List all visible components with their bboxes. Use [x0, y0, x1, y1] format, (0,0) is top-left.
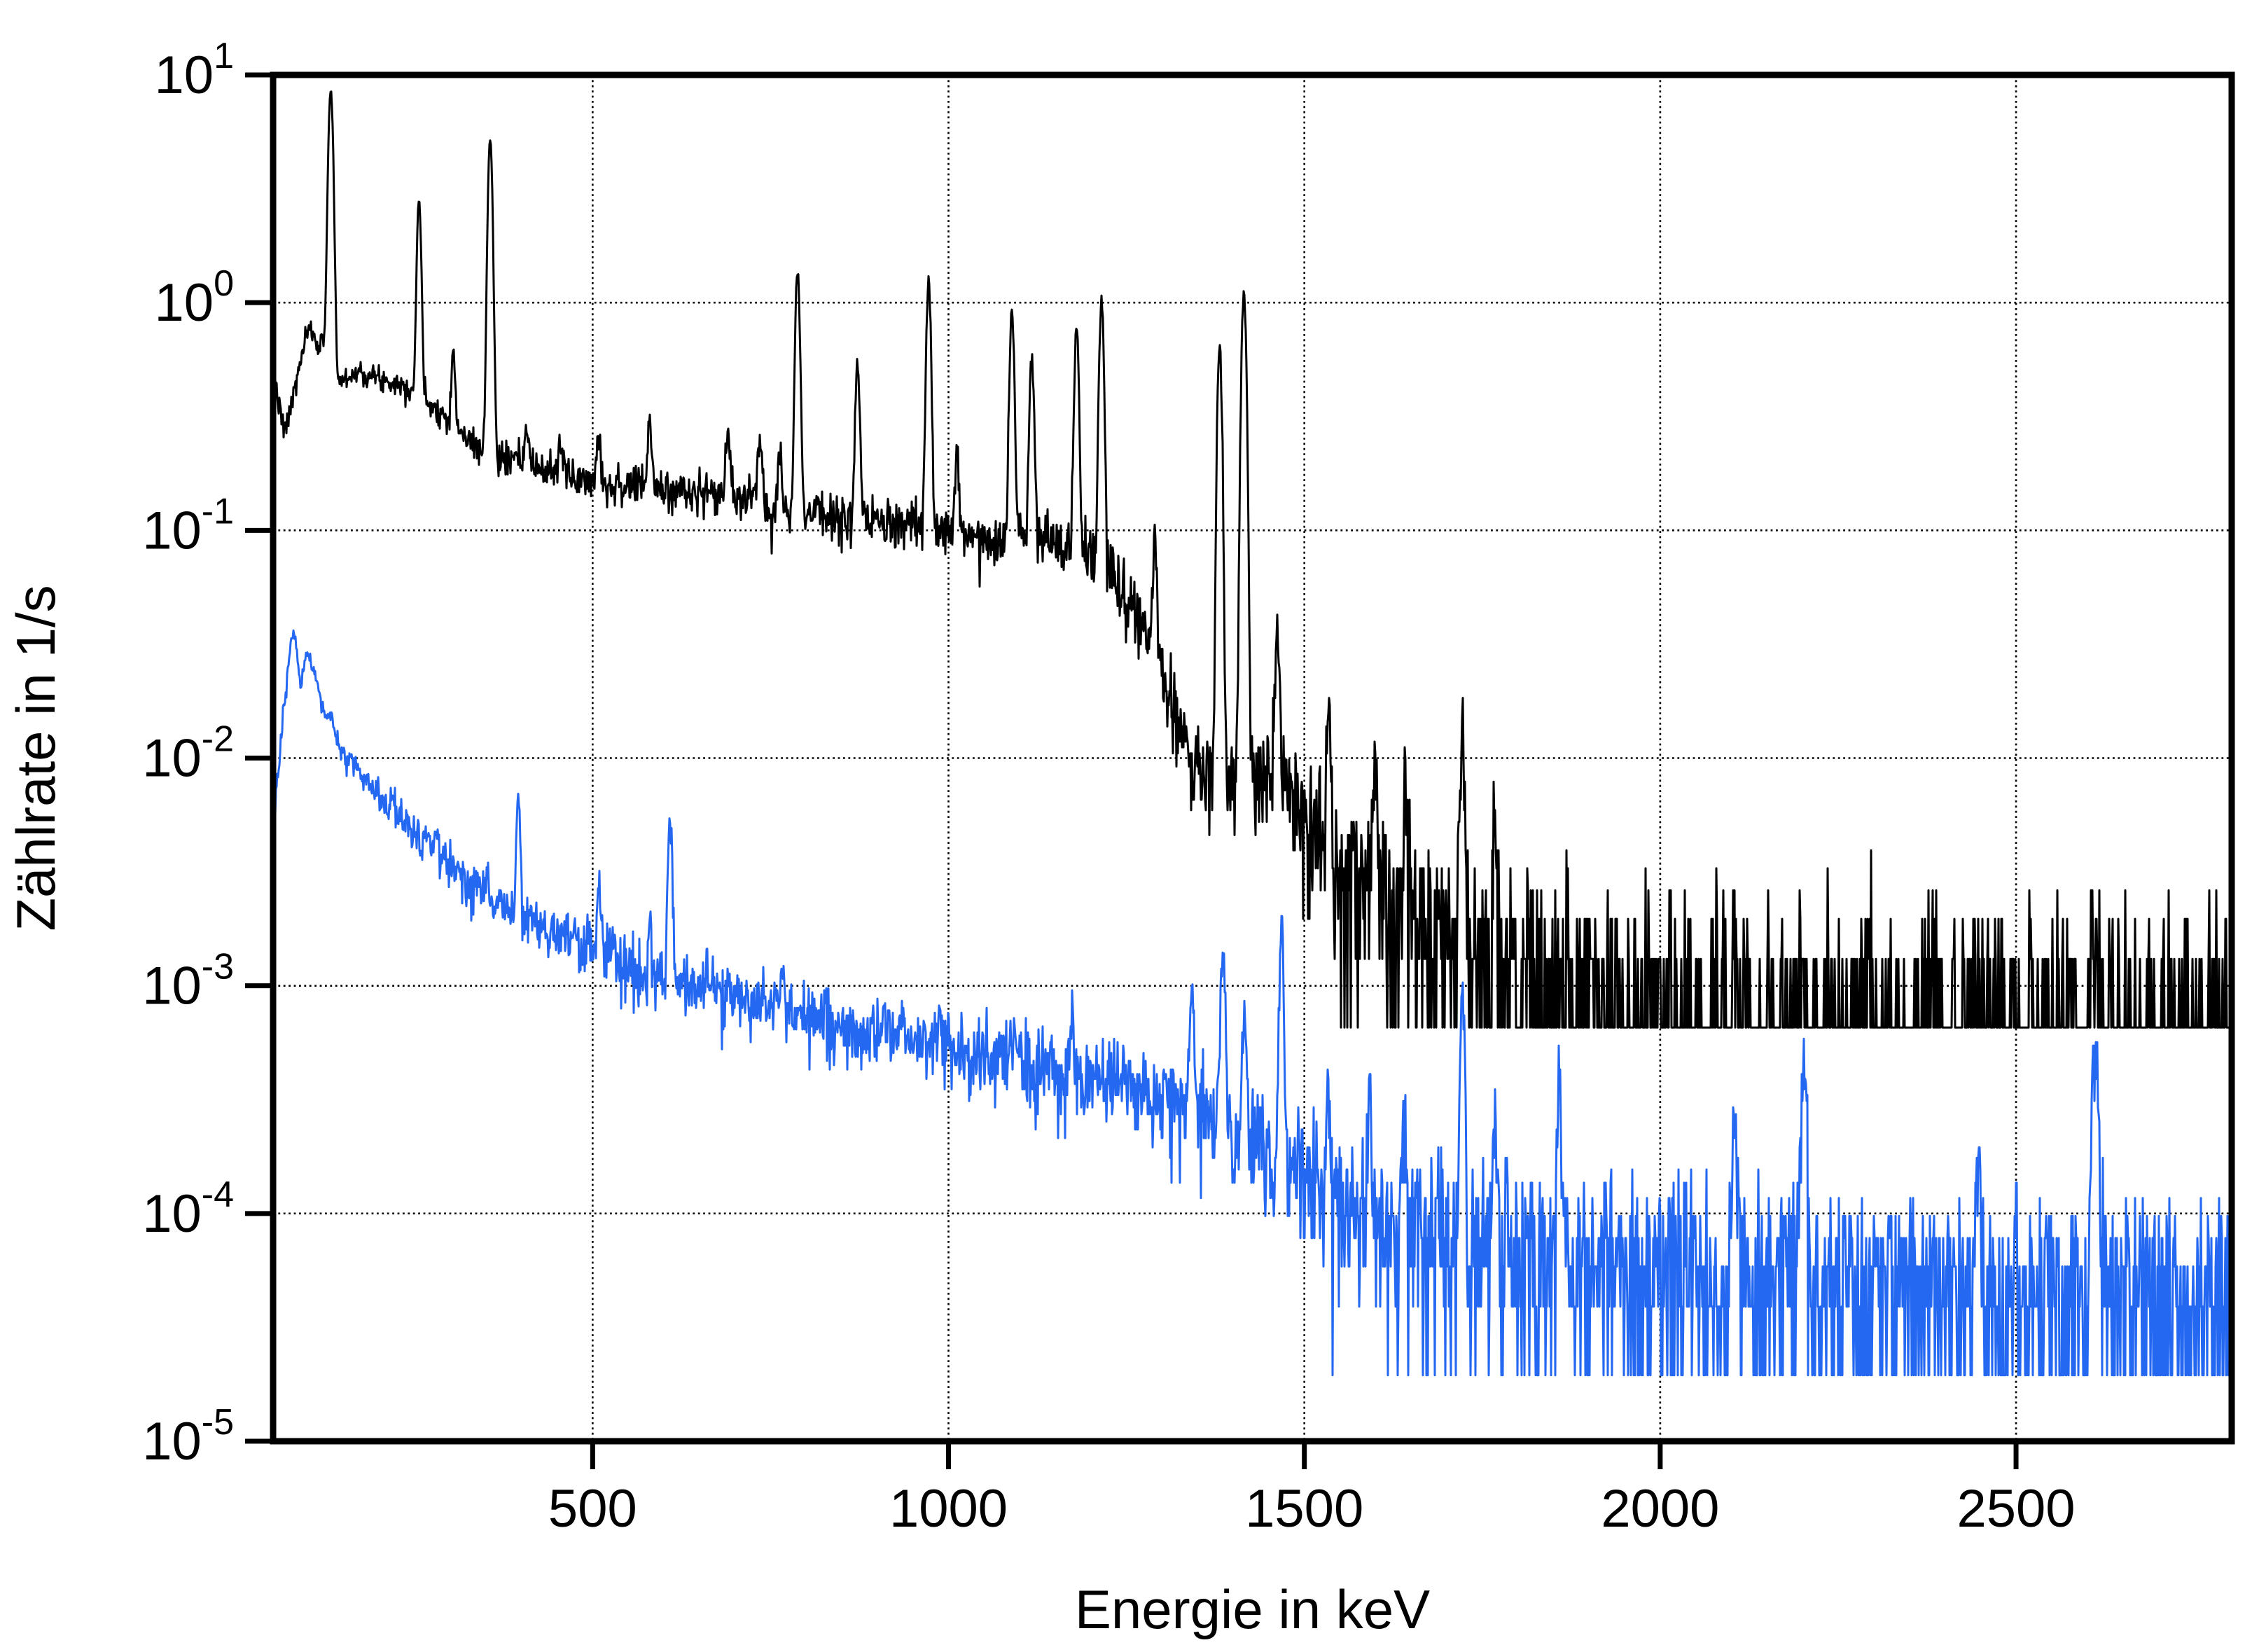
data-series	[273, 90, 2232, 1377]
y-tick-label: 101	[155, 36, 234, 105]
x-tick-label: 1000	[889, 1479, 1008, 1539]
y-tick-label: 100	[155, 263, 234, 333]
axis-ticks	[245, 72, 2019, 1469]
tick-labels: 101 100 10-1 10-2 10-3 10-4 10-5 500 1000 1500 200…	[142, 36, 2075, 1539]
x-tick-label: 2500	[1957, 1479, 2076, 1539]
axes-frame	[270, 71, 2235, 1445]
y-tick-label: 10-4	[142, 1174, 234, 1244]
y-tick-label: 10-2	[142, 719, 234, 789]
y-axis-title: Zählrate in 1/s	[5, 585, 67, 931]
x-axis-title: Energie in keV	[1075, 1578, 1430, 1640]
series-trace-black-spectrum	[273, 90, 2232, 1029]
y-tick-label: 10-3	[142, 947, 234, 1016]
plot-frame	[270, 71, 2235, 1445]
x-tick-label: 500	[548, 1479, 637, 1539]
series-trace-blue-spectrum	[273, 629, 2232, 1377]
x-tick-label: 1500	[1245, 1479, 1363, 1539]
y-tick-label: 10-1	[142, 491, 234, 560]
y-tick-label: 10-5	[142, 1402, 234, 1471]
x-tick-label: 2000	[1601, 1479, 1719, 1539]
